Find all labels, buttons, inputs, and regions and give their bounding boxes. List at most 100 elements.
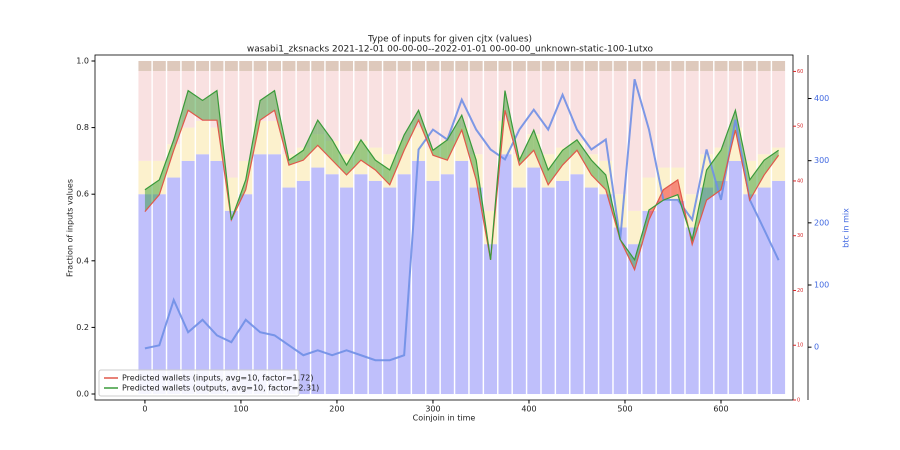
between-fill bbox=[303, 120, 318, 161]
stack-bar bbox=[642, 60, 656, 71]
stack-bar bbox=[224, 210, 238, 395]
between-fill bbox=[288, 150, 304, 166]
stack-bar bbox=[354, 60, 368, 71]
stack-bar bbox=[599, 70, 613, 161]
stack-bar bbox=[167, 70, 181, 145]
chart-subtitle: wasabi1_zksnacks 2021-12-01 00-00-00--20… bbox=[247, 45, 654, 55]
stack-bar bbox=[152, 70, 166, 161]
stack-bar bbox=[383, 60, 397, 71]
y3-tick-label: 400 bbox=[814, 94, 829, 103]
stack-bar bbox=[743, 60, 757, 71]
stack-bar bbox=[239, 70, 253, 161]
y2-tick-label: 30 bbox=[797, 233, 803, 239]
stack-bar bbox=[700, 70, 714, 155]
y-tick-label: 0.2 bbox=[76, 323, 89, 332]
stack-bar bbox=[613, 60, 627, 71]
y-tick-label: 0.4 bbox=[76, 256, 89, 265]
stack-bar bbox=[296, 147, 310, 181]
stack-bar bbox=[728, 60, 742, 71]
stack-bar bbox=[700, 60, 714, 71]
y-tick-label: 0.6 bbox=[76, 190, 89, 199]
stack-bar bbox=[714, 60, 728, 71]
stack-bar bbox=[152, 60, 166, 71]
stack-bar bbox=[167, 60, 181, 71]
stack-bar bbox=[772, 70, 786, 148]
stack-bar bbox=[268, 120, 282, 155]
stack-bar bbox=[383, 70, 397, 155]
y3-tick-label: 300 bbox=[814, 156, 829, 165]
x-tick-label: 200 bbox=[329, 405, 344, 414]
stack-bar bbox=[757, 154, 771, 188]
between-fill bbox=[260, 90, 275, 121]
stack-bar bbox=[282, 60, 296, 71]
stack-bar bbox=[340, 187, 354, 395]
stack-bar bbox=[642, 177, 656, 211]
y-tick-label: 0.8 bbox=[76, 123, 89, 132]
stack-bar bbox=[613, 70, 627, 195]
y-tick-label: 0.0 bbox=[76, 390, 89, 399]
between-fill bbox=[634, 209, 649, 270]
stack-bar bbox=[743, 194, 757, 395]
stack-bar bbox=[397, 140, 411, 175]
stack-bar bbox=[484, 60, 498, 71]
stack-bar bbox=[772, 147, 786, 181]
stack-bar bbox=[296, 60, 310, 71]
stack-bar bbox=[239, 194, 253, 395]
stack-bar bbox=[642, 70, 656, 178]
y-tick-label: 1.0 bbox=[76, 56, 89, 65]
stack-bar bbox=[426, 70, 440, 148]
stack-bar bbox=[181, 70, 195, 128]
stack-bar bbox=[484, 70, 498, 211]
stack-bar bbox=[253, 70, 267, 121]
stack-bar bbox=[512, 60, 526, 71]
stack-bar bbox=[642, 210, 656, 395]
y-axis-label: Fraction of inputs values bbox=[66, 179, 75, 277]
stack-bar bbox=[412, 127, 426, 161]
stack-bar bbox=[714, 70, 728, 148]
x-tick-label: 500 bbox=[617, 405, 632, 414]
stack-bar bbox=[196, 154, 210, 395]
x-tick-label: 400 bbox=[521, 405, 536, 414]
between-fill bbox=[375, 160, 390, 185]
y3-tick-label: 0 bbox=[814, 343, 819, 352]
stack-bar bbox=[584, 187, 598, 395]
stack-bar bbox=[469, 70, 483, 155]
series-line bbox=[144, 89, 779, 262]
between-fill bbox=[461, 115, 477, 180]
stack-bar bbox=[296, 180, 310, 395]
y2-tick-label: 60 bbox=[797, 69, 803, 75]
stack-bar bbox=[714, 147, 728, 181]
between-fill bbox=[332, 139, 347, 175]
plot-frame bbox=[94, 54, 794, 401]
stack-bar bbox=[397, 70, 411, 141]
stack-bar bbox=[210, 70, 224, 128]
stack-bar bbox=[757, 187, 771, 395]
stack-bar bbox=[210, 127, 224, 161]
stack-bar bbox=[138, 70, 152, 161]
stack-bar bbox=[253, 60, 267, 71]
stack-bar bbox=[527, 60, 541, 71]
stack-bar bbox=[181, 160, 195, 395]
stack-bar bbox=[354, 140, 368, 175]
stack-bar bbox=[282, 154, 296, 188]
stack-bar bbox=[340, 60, 354, 71]
stack-bar bbox=[498, 154, 512, 395]
between-fill bbox=[576, 139, 592, 175]
between-fill bbox=[720, 110, 736, 190]
stack-bar bbox=[224, 60, 238, 71]
stack-bar bbox=[728, 160, 742, 395]
stack-bar bbox=[527, 167, 541, 395]
stack-bar bbox=[685, 227, 699, 395]
stack-bar bbox=[383, 187, 397, 395]
stack-bar bbox=[196, 70, 210, 121]
stack-bar bbox=[656, 200, 670, 395]
between-fill bbox=[317, 120, 333, 161]
stack-bar bbox=[426, 180, 440, 395]
y2-tick-label: 40 bbox=[797, 178, 803, 184]
x-axis-label: Coinjoin in time bbox=[413, 414, 476, 423]
stack-bar bbox=[772, 60, 786, 71]
stack-bar bbox=[412, 70, 426, 128]
stack-bar bbox=[253, 154, 267, 395]
series-line bbox=[144, 78, 780, 362]
stack-bar bbox=[152, 194, 166, 395]
